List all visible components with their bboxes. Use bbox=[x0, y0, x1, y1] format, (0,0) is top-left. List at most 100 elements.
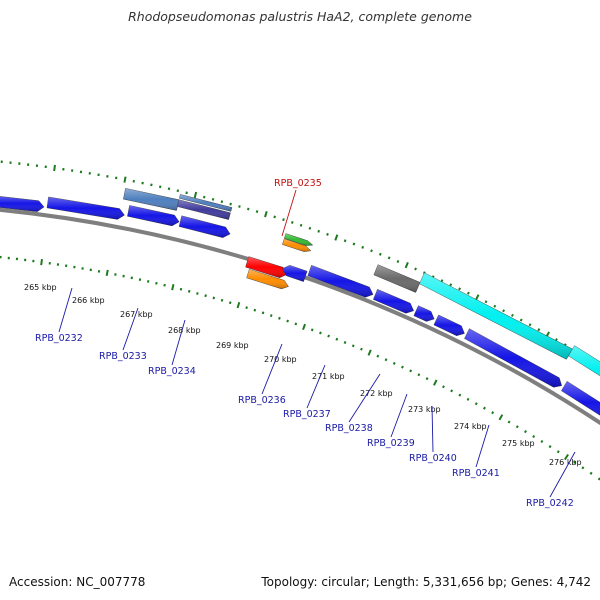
kbp-label: 275 kbp bbox=[502, 439, 535, 448]
inner-tick bbox=[491, 411, 495, 415]
gene-arrow-shade bbox=[373, 289, 414, 314]
inner-tick bbox=[335, 337, 339, 341]
outer-tick bbox=[211, 197, 215, 201]
gene-label: RPB_0240 bbox=[409, 453, 457, 464]
outer-tick bbox=[466, 291, 470, 295]
inner-tick bbox=[540, 439, 544, 444]
outer-tick bbox=[255, 210, 259, 214]
gene-label: RPB_0242 bbox=[526, 498, 574, 509]
outer-tick bbox=[404, 262, 409, 269]
outer-tick bbox=[414, 267, 417, 271]
inner-tick bbox=[367, 349, 372, 356]
inner-tick bbox=[376, 354, 380, 358]
leader-line bbox=[281, 189, 297, 237]
leader-line bbox=[122, 307, 139, 351]
gene-arrow-shade bbox=[179, 194, 232, 212]
outer-tick bbox=[264, 211, 268, 218]
kbp-label: 269 kbp bbox=[216, 341, 249, 350]
map-title: Rhodopseudomonas palustris HaA2, complet… bbox=[128, 9, 472, 24]
outer-tick bbox=[474, 294, 480, 301]
inner-tick bbox=[442, 385, 445, 389]
outer-tick bbox=[167, 187, 171, 191]
gene-arrow-shade bbox=[0, 196, 45, 212]
outer-tick bbox=[246, 207, 250, 211]
inner-tick bbox=[146, 280, 150, 283]
leader-line bbox=[431, 405, 434, 453]
outer-tick bbox=[238, 205, 241, 208]
inner-tick bbox=[286, 319, 289, 323]
inner-tick bbox=[269, 314, 273, 317]
label-leader-lines bbox=[58, 189, 576, 498]
inner-tick bbox=[532, 434, 536, 439]
outer-tick bbox=[361, 245, 365, 249]
kbp-label: 273 kbp bbox=[408, 405, 441, 414]
inner-tick bbox=[171, 284, 175, 291]
inner-tick bbox=[589, 471, 593, 475]
gene-features bbox=[0, 188, 600, 416]
kbp-label: 266 kbp bbox=[72, 296, 105, 305]
gene-arrow-shade bbox=[282, 265, 308, 282]
outer-tick bbox=[387, 256, 391, 260]
inner-tick bbox=[343, 341, 347, 344]
gene-arrow-shade bbox=[127, 205, 180, 226]
kbp-label: 270 kbp bbox=[264, 355, 297, 364]
inner-tick bbox=[515, 425, 519, 429]
inner-tick bbox=[450, 389, 454, 393]
outer-tick bbox=[326, 232, 329, 236]
inner-tick bbox=[310, 328, 314, 332]
gene-label: RPB_0236 bbox=[238, 395, 286, 406]
inner-tick bbox=[302, 323, 306, 331]
kbp-labels: 265 kbp 266 kbp 267 kbp 268 kbp 269 kbp 270 k… bbox=[24, 283, 582, 467]
inner-tick bbox=[261, 311, 265, 315]
gene-arrow-shade bbox=[464, 328, 562, 388]
outer-tick bbox=[440, 279, 444, 283]
inner-tick bbox=[401, 365, 404, 369]
outer-tick bbox=[53, 164, 56, 172]
inner-tick bbox=[498, 414, 504, 421]
inner-tick bbox=[384, 358, 388, 362]
inner-tick bbox=[253, 308, 257, 312]
inner-tick bbox=[327, 334, 330, 338]
gene-arrow-shade bbox=[245, 256, 288, 278]
outer-tick bbox=[317, 229, 321, 233]
outer-tick bbox=[396, 259, 400, 263]
inner-tick bbox=[556, 450, 560, 454]
gene-arrow-shade bbox=[413, 305, 435, 322]
outer-tick bbox=[484, 300, 488, 304]
inner-tick bbox=[278, 316, 281, 320]
gene-label: RPB_0235 bbox=[274, 178, 322, 189]
inner-tick bbox=[163, 283, 166, 287]
outer-tick bbox=[158, 185, 162, 189]
gene-arrow-shade bbox=[561, 381, 600, 416]
outer-tick bbox=[123, 176, 127, 183]
outer-tick bbox=[352, 242, 356, 246]
outer-tick bbox=[493, 304, 497, 308]
outer-tick bbox=[343, 239, 347, 243]
inner-tick bbox=[228, 301, 232, 305]
kbp-label: 268 kbp bbox=[168, 326, 201, 335]
gene-arrow-shade bbox=[373, 264, 421, 293]
inner-tick bbox=[564, 453, 569, 461]
gene-arrow-shade bbox=[123, 188, 179, 211]
kbp-label: 274 kbp bbox=[454, 422, 487, 431]
gene-arrow-shade bbox=[284, 233, 313, 246]
inner-tick bbox=[466, 397, 470, 401]
inner-tick bbox=[524, 430, 527, 434]
inner-tick bbox=[483, 406, 486, 410]
gene-label: RPB_0233 bbox=[99, 351, 147, 362]
inner-tick bbox=[351, 344, 355, 348]
inner-tick bbox=[204, 294, 207, 298]
inner-tick bbox=[138, 278, 142, 281]
inner-tick bbox=[40, 259, 43, 266]
inner-tick bbox=[573, 460, 577, 464]
accession-text: Accession: NC_007778 bbox=[9, 575, 146, 589]
gene-arrow-shade bbox=[47, 196, 125, 220]
kbp-label: 265 kbp bbox=[24, 283, 57, 292]
outer-tick bbox=[510, 313, 514, 317]
inner-tick bbox=[548, 445, 552, 449]
inner-tick bbox=[294, 322, 298, 326]
gene-arrow-shade bbox=[433, 314, 465, 336]
kbp-label: 267 kbp bbox=[120, 310, 153, 319]
inner-tick bbox=[179, 287, 183, 291]
